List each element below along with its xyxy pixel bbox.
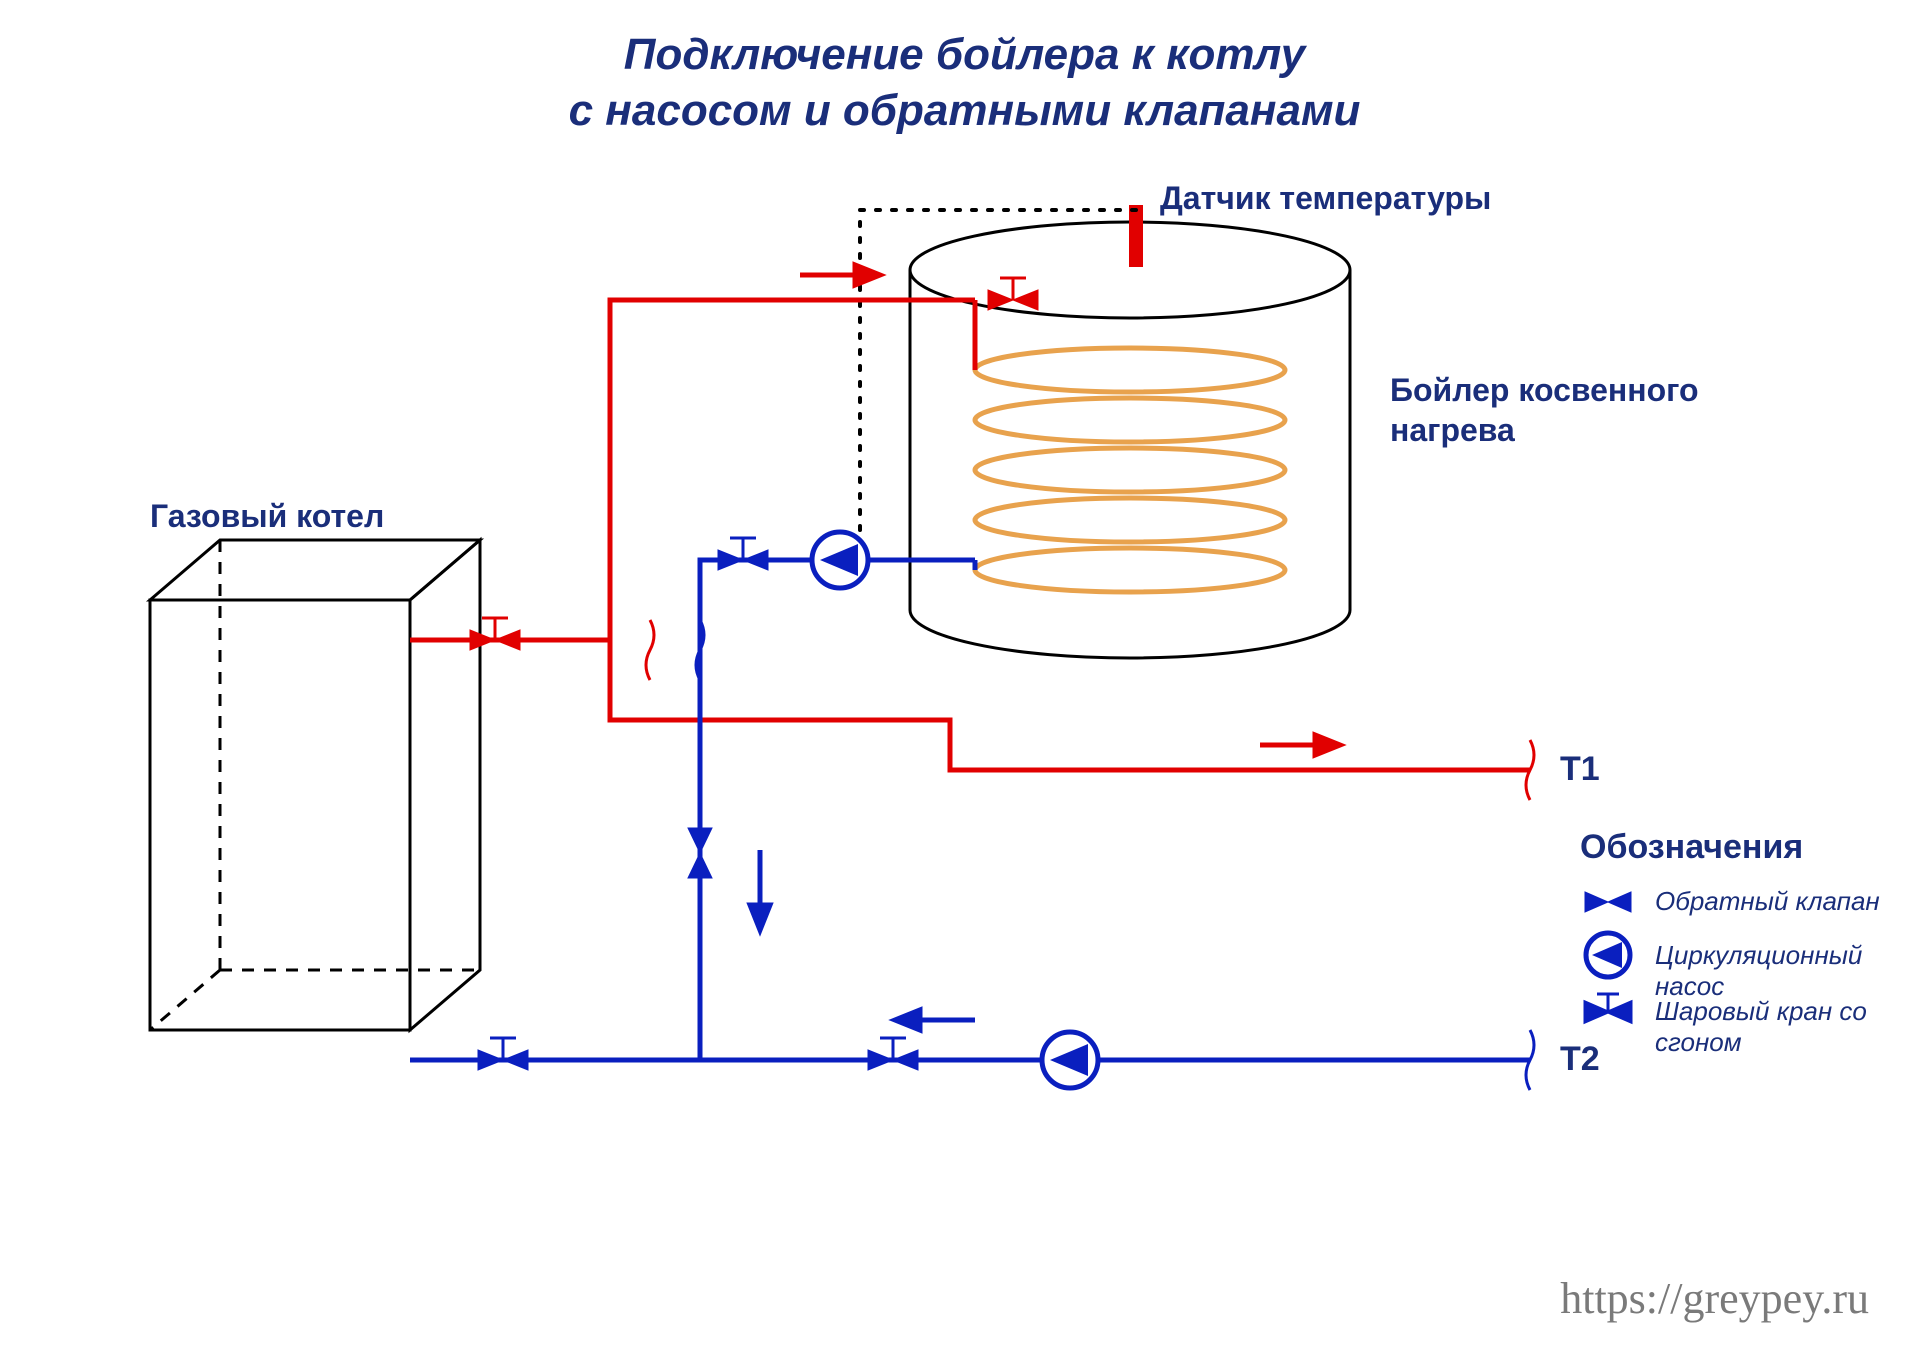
pump-icon [812, 532, 868, 588]
legend-ball-valve-icon [1585, 994, 1631, 1022]
diagram-title-line2: с насосом и обратными клапанами [0, 86, 1929, 136]
t1-label: Т1 [1560, 748, 1600, 791]
gas-boiler-icon [150, 540, 480, 1030]
cold-pipes [410, 560, 1530, 1060]
temperature-sensor-label: Датчик температуры [1160, 178, 1491, 218]
heating-coil-icon [975, 348, 1285, 592]
ball-valve-icon [868, 1038, 918, 1070]
ball-valve-icon [718, 538, 768, 570]
t2-label: Т2 [1560, 1038, 1600, 1081]
legend-check-valve-icon [1585, 892, 1631, 912]
pump-icon [1042, 1032, 1098, 1088]
hot-pipes [410, 300, 1530, 770]
check-valve-icon [688, 828, 712, 878]
legend-item-label: Циркуляционный насос [1655, 940, 1929, 1002]
flow-arrows [750, 265, 1340, 1030]
temperature-sensor-icon [1129, 205, 1143, 267]
diagram-svg [0, 0, 1929, 1364]
ball-valve-icon [988, 278, 1038, 310]
ball-valve-icon [478, 1038, 528, 1070]
legend-item-label: Обратный клапан [1655, 886, 1880, 917]
sensor-control-line [860, 210, 1136, 538]
legend-title: Обозначения [1580, 828, 1803, 867]
tank-label: Бойлер косвенного нагрева [1390, 370, 1699, 450]
legend-pump-icon [1586, 933, 1630, 977]
diagram-canvas: Подключение бойлера к котлу с насосом и … [0, 0, 1929, 1364]
pipe-breaks [646, 620, 1534, 1090]
gas-boiler-label: Газовый котел [150, 496, 384, 536]
ball-valve-icon [470, 618, 520, 650]
diagram-title-line1: Подключение бойлера к котлу [0, 30, 1929, 80]
watermark-text: https://greypey.ru [1560, 1273, 1869, 1324]
legend-item-label: Шаровый кран со сгоном [1655, 996, 1929, 1058]
